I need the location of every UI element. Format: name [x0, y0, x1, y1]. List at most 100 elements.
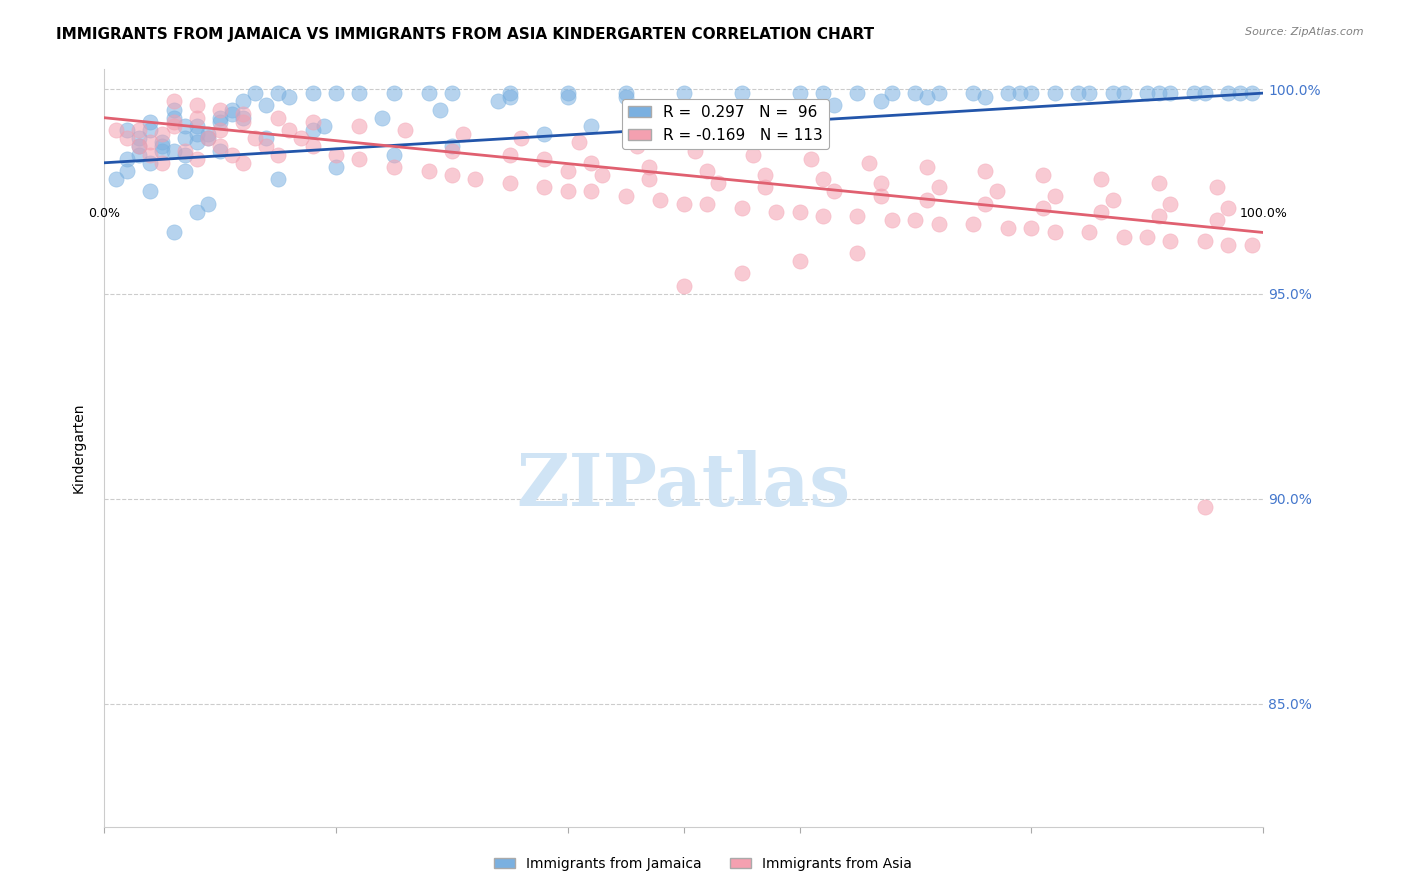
Legend: R =  0.297   N =  96, R = -0.169   N = 113: R = 0.297 N = 96, R = -0.169 N = 113 [621, 99, 828, 149]
Point [754, 168, 776, 182]
Text: Source: ZipAtlas.com: Source: ZipAtlas.com [1246, 27, 1364, 37]
Point [974, 196, 997, 211]
Point [186, 136, 208, 150]
Point [974, 164, 997, 178]
Point [208, 111, 231, 125]
Point [278, 90, 301, 104]
Point [986, 185, 1008, 199]
Text: IMMIGRANTS FROM JAMAICA VS IMMIGRANTS FROM ASIA KINDERGARTEN CORRELATION CHART: IMMIGRANTS FROM JAMAICA VS IMMIGRANTS FR… [56, 27, 875, 42]
Point [568, 136, 591, 150]
Point [232, 95, 254, 109]
Point [1067, 86, 1090, 100]
Point [533, 127, 555, 141]
Point [186, 119, 208, 133]
Point [533, 152, 555, 166]
Point [811, 172, 834, 186]
Point [915, 160, 938, 174]
Point [1194, 234, 1216, 248]
Point [579, 185, 602, 199]
Point [254, 98, 277, 112]
Point [1043, 226, 1066, 240]
Y-axis label: Kindergarten: Kindergarten [72, 402, 86, 493]
Point [208, 144, 231, 158]
Point [243, 86, 266, 100]
Point [186, 205, 208, 219]
Point [139, 115, 162, 129]
Point [499, 86, 522, 100]
Point [139, 156, 162, 170]
Point [789, 205, 811, 219]
Point [1032, 201, 1054, 215]
Point [499, 90, 522, 104]
Point [696, 164, 718, 178]
Point [347, 152, 370, 166]
Point [1194, 500, 1216, 515]
Point [962, 217, 984, 231]
Point [1101, 193, 1123, 207]
Point [1101, 86, 1123, 100]
Point [1090, 205, 1112, 219]
Point [1114, 86, 1136, 100]
Point [533, 180, 555, 194]
Point [846, 86, 869, 100]
Point [811, 86, 834, 100]
Point [672, 196, 695, 211]
Point [499, 176, 522, 190]
Point [1090, 172, 1112, 186]
Point [314, 119, 336, 133]
Point [928, 180, 950, 194]
Point [1182, 86, 1205, 100]
Point [382, 147, 405, 161]
Point [440, 139, 463, 153]
Point [1008, 86, 1031, 100]
Point [672, 86, 695, 100]
Point [696, 196, 718, 211]
Point [1159, 234, 1181, 248]
Point [174, 164, 197, 178]
Point [904, 213, 927, 227]
Point [325, 86, 347, 100]
Point [325, 160, 347, 174]
Point [278, 123, 301, 137]
Point [254, 131, 277, 145]
Point [104, 123, 127, 137]
Point [557, 86, 579, 100]
Point [707, 176, 730, 190]
Point [765, 103, 787, 117]
Point [1159, 86, 1181, 100]
Point [267, 147, 290, 161]
Point [139, 147, 162, 161]
Point [418, 86, 440, 100]
Point [579, 119, 602, 133]
Point [557, 164, 579, 178]
Point [429, 103, 451, 117]
Point [464, 172, 486, 186]
Point [162, 119, 184, 133]
Point [1218, 86, 1240, 100]
Point [186, 98, 208, 112]
Point [1147, 86, 1170, 100]
Point [1240, 237, 1263, 252]
Point [650, 193, 672, 207]
Point [1136, 86, 1159, 100]
Text: 0.0%: 0.0% [89, 207, 120, 220]
Point [254, 139, 277, 153]
Point [197, 196, 219, 211]
Point [440, 86, 463, 100]
Point [696, 106, 718, 120]
Point [418, 164, 440, 178]
Point [591, 168, 613, 182]
Point [1218, 201, 1240, 215]
Point [115, 152, 138, 166]
Point [128, 131, 150, 145]
Point [371, 111, 394, 125]
Point [823, 98, 845, 112]
Point [1136, 229, 1159, 244]
Point [882, 213, 904, 227]
Point [928, 217, 950, 231]
Point [325, 147, 347, 161]
Point [486, 95, 509, 109]
Point [128, 147, 150, 161]
Point [626, 139, 648, 153]
Point [232, 106, 254, 120]
